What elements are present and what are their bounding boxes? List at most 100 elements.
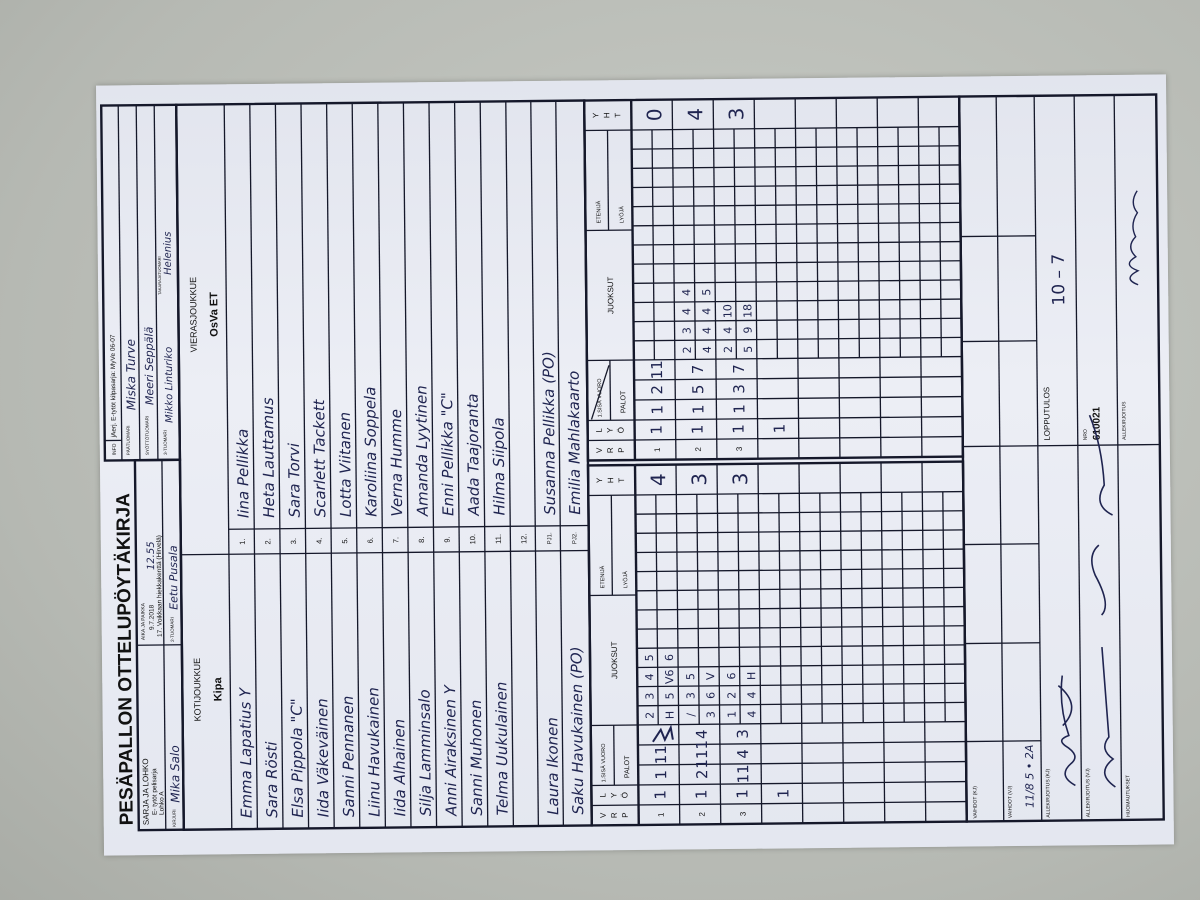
player-number: 4. <box>315 538 324 544</box>
grid-line <box>584 125 960 132</box>
vaihdot-vj-value: 11/8 5 • 2A <box>1023 745 1037 808</box>
grid-line <box>180 549 589 556</box>
home-palot-value: 11 <box>652 745 670 764</box>
home-palot-value: 1 <box>652 770 670 780</box>
away-player-name: Hilma Siipola <box>489 417 508 515</box>
home-inning-total: 4 <box>646 473 670 486</box>
home-juoksut-etenija: 5 <box>643 654 656 661</box>
home-yht-header: H <box>606 477 615 483</box>
grid-line <box>778 493 782 724</box>
grid-line <box>153 105 159 461</box>
form-title: PESÄPALLON OTTELUPÖYTÄKIRJA <box>113 493 137 826</box>
home-juoksut-header: JUOKSUT <box>610 641 619 679</box>
away-juoksut-lyoja: 4 <box>701 346 714 353</box>
signature-vj <box>1088 414 1116 788</box>
away-team-label: VIERASJOUKKUE <box>188 277 199 353</box>
player-number: 1. <box>238 538 247 544</box>
scoresheet-paper: PESÄPALLON OTTELUPÖYTÄKIRJA SARJA JA LOH… <box>95 74 1175 856</box>
away-juoksut-lyoja: 5 <box>742 346 755 353</box>
away-player-name: Sara Torvi <box>285 442 304 518</box>
grid-line <box>876 97 882 458</box>
player-number: 9. <box>443 536 452 542</box>
grid-line <box>938 126 943 357</box>
player-number: 6. <box>366 537 375 543</box>
home-lyo-header: Ö <box>620 792 629 798</box>
grid-line <box>377 102 387 828</box>
grid-line <box>590 720 966 727</box>
home-player-name: Liinu Havukainen <box>364 687 383 817</box>
home-juoksut-lyoja: 6 <box>704 692 717 699</box>
box <box>957 93 1165 823</box>
away-palot-value: 1 <box>648 405 666 415</box>
takaraja-value: Helenius <box>163 232 174 275</box>
allekirjoitus-vj-label: ALLEKIRJOITUS (VJ) <box>1085 768 1092 817</box>
grid-line <box>692 129 697 360</box>
away-juoksut-lyoja: 4 <box>700 308 713 315</box>
grid-line <box>860 492 864 723</box>
grid-line <box>961 340 1037 343</box>
home-juoksut-etenija: 5 <box>684 673 697 680</box>
away-player-name: Susanna Pellikka (PO) <box>539 351 559 515</box>
grid-line <box>753 98 759 459</box>
player-number: 7. <box>391 537 400 543</box>
home-player-name: Iida Väkeväinen <box>313 698 332 817</box>
player-number: 3. <box>289 538 298 544</box>
home-vrp-header: R <box>610 812 619 818</box>
grid-line <box>964 642 1040 645</box>
grid-line <box>325 103 335 829</box>
away-yht-header: Y <box>591 112 600 118</box>
aika-time: 12.55 <box>146 541 157 570</box>
grid-line <box>588 490 964 497</box>
syottotuomari-label: SYÖTTÖTUOMARI <box>143 416 149 455</box>
home-juoksut-lyoja: H <box>664 711 677 719</box>
away-juoksut-etenija: 4 <box>680 308 693 315</box>
vaihdot-kj-label: VAIHDOT (KJ) <box>972 786 978 819</box>
home-juoksut-etenija: 2 <box>644 712 657 719</box>
grid-line <box>530 101 540 827</box>
home-juoksut-lyoja: 6 <box>663 654 676 661</box>
tuomari2-label: 2-TUOMARI <box>170 617 175 642</box>
grid-line <box>591 780 967 787</box>
home-juoksut-lyoja: V <box>704 672 717 680</box>
home-juoksut-lyoja: 4 <box>745 691 758 698</box>
player-number: 12. <box>519 533 528 544</box>
player-number: 8. <box>417 537 426 543</box>
away-inning-total: 0 <box>642 108 666 121</box>
player-number: 10. <box>468 534 477 545</box>
nro-label: NRO <box>1083 429 1089 440</box>
grid-line <box>428 102 438 828</box>
player-number: 2. <box>263 538 272 544</box>
home-player-name: Sara Rösti <box>262 741 281 818</box>
away-inning-number: 1 <box>653 447 662 452</box>
tuomari2-value: Eetu Pusala <box>167 545 181 610</box>
home-palot-value: 4 <box>693 729 711 739</box>
home-team-name: Kipa <box>212 677 224 702</box>
tuomari3-label: 3-TUOMARI <box>163 430 168 455</box>
box <box>586 460 968 827</box>
grid-line <box>794 98 800 459</box>
allekirjoitus-label: ALLEKIRJOITUS <box>1121 401 1127 440</box>
home-yht-header: Y <box>595 477 604 483</box>
home-team-label: KOTIJOUKKUE <box>192 658 203 722</box>
home-inning-number: 2 <box>698 811 707 816</box>
away-juoksut-lyoja: 4 <box>701 327 714 334</box>
home-inning-total: 3 <box>728 472 752 485</box>
grid-line <box>675 464 681 825</box>
home-palot-value: 111 <box>693 740 711 769</box>
player-number: PJ2. <box>572 532 578 544</box>
grid-line <box>897 127 902 358</box>
home-batter-mark: 1 <box>692 789 710 799</box>
away-team-name: OsVa ET <box>208 292 220 337</box>
grid-line <box>901 492 905 723</box>
aika-place: 17. Voikkaan hiekkakenttä (Hirvelä) <box>156 535 164 637</box>
grid-line <box>135 105 141 461</box>
home-juoksut-etenija: 1 <box>726 711 739 718</box>
away-yht-header: T <box>613 113 622 118</box>
grid-line <box>609 360 612 421</box>
home-juoksut-etenija: 2 <box>725 692 738 699</box>
away-juoksut-etenija: 2 <box>722 346 735 353</box>
grid-line <box>815 128 820 359</box>
away-etenija-header: ETENIJÄ <box>595 200 602 223</box>
paatuomari-value: Miska Turve <box>124 339 139 410</box>
grid-line <box>249 104 259 829</box>
